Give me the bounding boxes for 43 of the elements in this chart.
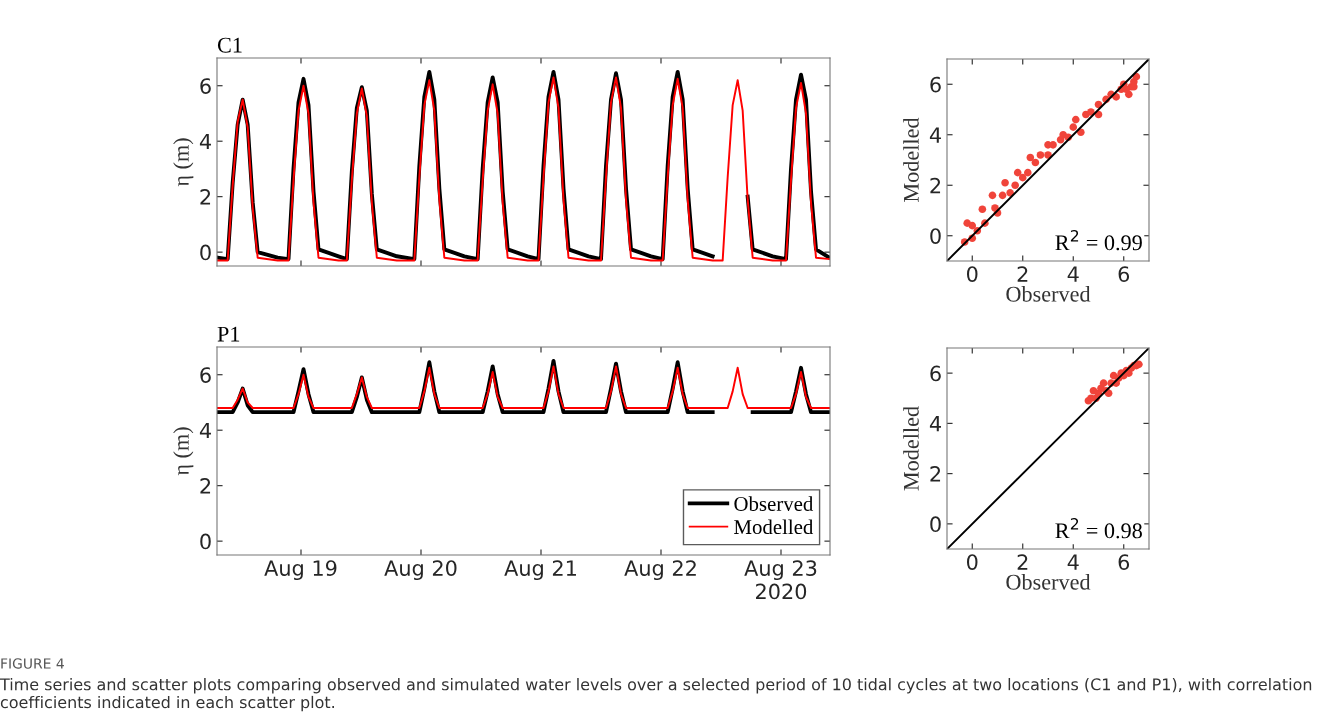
- x-tick-label: Aug 21: [504, 560, 576, 581]
- y-tick-label: 6: [200, 367, 211, 383]
- x-tick-label: 2: [1017, 554, 1028, 570]
- x-tick-label: 2: [1017, 266, 1028, 282]
- y-tick-label: 2: [930, 177, 941, 194]
- y-tick-label: 6: [200, 78, 211, 94]
- y-tick-label: 6: [930, 76, 941, 93]
- y-axis-title: η (m): [173, 138, 194, 187]
- y-axis-title: Modelled: [903, 117, 919, 202]
- chart-title: P1: [217, 326, 240, 342]
- y-tick-label: 4: [929, 127, 941, 143]
- y-axis-title: Modelled: [903, 406, 919, 491]
- y-tick-label: 4: [199, 422, 211, 439]
- y-tick-label: 0: [930, 228, 941, 244]
- y-tick-label: 6: [930, 365, 941, 382]
- x-tick-label: 6: [1118, 266, 1130, 282]
- x-tick-label: Aug 19: [264, 560, 337, 581]
- x-axis-title: Observed: [1006, 574, 1091, 590]
- y-tick-label: 0: [200, 244, 211, 261]
- x-tick-label: 0: [967, 554, 978, 570]
- x-tick-label: 4: [1067, 266, 1079, 282]
- x-tick-label: Aug 20: [384, 560, 457, 581]
- x-tick-label: 4: [1067, 554, 1079, 570]
- y-tick-label: 2: [930, 466, 941, 482]
- text: Time series and scatter plots comparing observed and simulated water levels over a selected period of 10 tidal cycles at two locations (C1 and P1), with correlation coefficients indicated in each scatter plot.: [0, 678, 1312, 712]
- x-tick-label: 0: [967, 266, 978, 282]
- x-tick-label: Aug 23 2020: [744, 560, 817, 600]
- y-tick-label: 4: [199, 133, 211, 150]
- y-tick-label: 2: [200, 189, 211, 205]
- y-tick-label: 4: [929, 416, 941, 432]
- legend-label: Modelled: [734, 519, 814, 535]
- chart-title: C1: [217, 37, 242, 53]
- y-tick-label: 2: [200, 478, 211, 494]
- legend-label: Observed: [734, 496, 814, 511]
- y-tick-label: 0: [930, 516, 941, 533]
- x-tick-label: 6: [1118, 554, 1130, 570]
- annotation: R$^{2}$ = 0.99: [1055, 229, 1142, 251]
- y-axis-title: η (m): [173, 427, 194, 476]
- x-tick-label: Aug 22: [624, 560, 696, 581]
- annotation: R$^{2}$ = 0.98: [1055, 518, 1142, 539]
- caption: FIGURE 4: [1, 658, 64, 669]
- y-tick-label: 0: [200, 533, 211, 550]
- x-axis-title: Observed: [1006, 286, 1091, 302]
